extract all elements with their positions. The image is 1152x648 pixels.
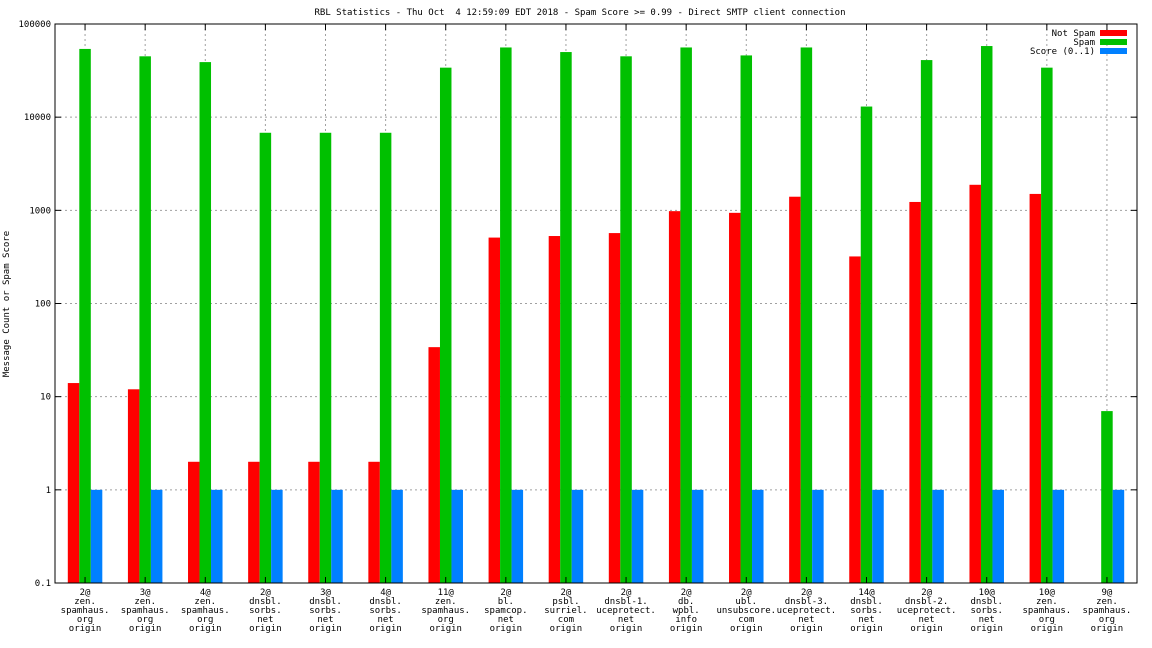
bar-spam <box>620 56 632 584</box>
bar-not-spam <box>548 236 561 583</box>
x-tick-label: 10@ dnsbl. sorbs. net origin <box>970 588 1003 634</box>
bar-not-spam <box>729 212 741 583</box>
bar-spam <box>680 47 692 583</box>
bar-score-0-1 <box>932 489 944 583</box>
y-tick-label: 100 <box>35 300 51 310</box>
bar-score-0-1 <box>331 489 343 583</box>
x-tick-label: 2@ dnsbl. sorbs. net origin <box>249 588 282 634</box>
bar-score-0-1 <box>271 489 283 583</box>
bar-spam <box>259 132 272 584</box>
legend-swatch <box>1100 39 1127 45</box>
bar-score-0-1 <box>872 489 884 583</box>
bar-score-0-1 <box>451 489 463 583</box>
bar-score-0-1 <box>992 489 1004 583</box>
bar-not-spam <box>909 201 921 584</box>
x-tick-label: 2@ bl. spamcop. net origin <box>484 588 527 634</box>
bar-score-0-1 <box>571 489 584 583</box>
bar-score-0-1 <box>1052 489 1065 583</box>
x-tick-label: 4@ zen. spamhaus. org origin <box>181 588 230 634</box>
bar-not-spam <box>608 233 621 584</box>
bar-score-0-1 <box>812 489 824 583</box>
legend-swatch <box>1100 48 1127 54</box>
y-tick-label: 100000 <box>18 20 51 30</box>
bar-not-spam <box>849 256 861 583</box>
x-tick-label: 2@ zen. spamhaus. org origin <box>61 588 110 634</box>
bar-spam <box>439 67 452 583</box>
bar-score-0-1 <box>90 489 103 583</box>
x-tick-label: 2@ dnsbl-1. uceprotect. net origin <box>596 588 656 634</box>
legend-label: Score (0..1) <box>1030 47 1095 57</box>
bar-score-0-1 <box>631 489 644 583</box>
y-axis-label: Message Count or Spam Score <box>2 231 12 377</box>
x-tick-label: 2@ dnsbl-2. uceprotect. net origin <box>897 588 957 634</box>
bar-not-spam <box>368 461 380 583</box>
bar-spam <box>980 46 993 583</box>
bar-score-0-1 <box>391 489 403 583</box>
legend-swatch <box>1100 30 1127 36</box>
bar-spam <box>500 47 512 583</box>
bar-score-0-1 <box>211 489 223 583</box>
x-tick-label: 3@ zen. spamhaus. org origin <box>121 588 170 634</box>
bar-spam <box>1101 411 1113 583</box>
x-tick-label: 2@ ubl. unsubscore. com origin <box>716 588 776 634</box>
x-tick-label: 9@ zen. spamhaus. org origin <box>1083 588 1132 634</box>
x-tick-label: 3@ dnsbl. sorbs. net origin <box>309 588 342 634</box>
bar-not-spam <box>308 461 320 583</box>
bar-marks <box>67 46 1125 584</box>
bar-spam <box>139 56 151 584</box>
bar-not-spam <box>668 211 681 584</box>
chart-title: RBL Statistics - Thu Oct 4 12:59:09 EDT … <box>314 8 845 18</box>
bar-spam <box>920 60 933 584</box>
bar-score-0-1 <box>150 489 163 583</box>
y-tick-label: 10 <box>40 393 51 403</box>
x-tick-label: 14@ dnsbl. sorbs. net origin <box>850 588 883 634</box>
bar-spam <box>1041 67 1053 583</box>
bar-not-spam <box>67 383 80 583</box>
x-tick-label: 11@ zen. spamhaus. org origin <box>421 588 470 634</box>
bar-spam <box>199 62 212 584</box>
bar-not-spam <box>1029 193 1042 583</box>
y-tick-label: 1000 <box>29 206 51 216</box>
x-tick-label: 2@ db. wpbl. info origin <box>670 588 703 634</box>
bar-not-spam <box>488 237 501 583</box>
y-tick-label: 10000 <box>24 113 51 123</box>
y-tick-label: 1 <box>46 486 51 496</box>
x-tick-label: 2@ dnsbl-3. uceprotect. net origin <box>777 588 837 634</box>
bar-score-0-1 <box>752 489 764 583</box>
bar-spam <box>800 47 813 583</box>
bar-spam <box>379 132 392 584</box>
bar-score-0-1 <box>1112 489 1125 583</box>
bar-not-spam <box>969 184 981 583</box>
bar-score-0-1 <box>691 489 704 583</box>
bar-spam <box>560 52 572 583</box>
bar-not-spam <box>248 461 260 583</box>
bar-spam <box>860 106 873 584</box>
legend-label: Spam <box>1073 38 1095 48</box>
bar-spam <box>79 48 91 583</box>
bar-spam <box>319 132 332 584</box>
bar-score-0-1 <box>511 489 524 583</box>
y-tick-label: 0.1 <box>35 579 51 589</box>
bar-not-spam <box>789 196 801 584</box>
legend-label: Not Spam <box>1052 29 1095 39</box>
x-tick-label: 10@ zen. spamhaus. org origin <box>1022 588 1071 634</box>
bar-not-spam <box>127 389 140 583</box>
bar-spam <box>740 55 753 583</box>
x-tick-label: 4@ dnsbl. sorbs. net origin <box>369 588 402 634</box>
x-tick-label: 2@ psbl. surriel. com origin <box>544 588 587 634</box>
bar-not-spam <box>428 347 440 583</box>
y-axis-ticks: 0.1 1 10 100 1000 10000 100000 <box>18 20 1137 589</box>
bar-not-spam <box>188 461 200 583</box>
